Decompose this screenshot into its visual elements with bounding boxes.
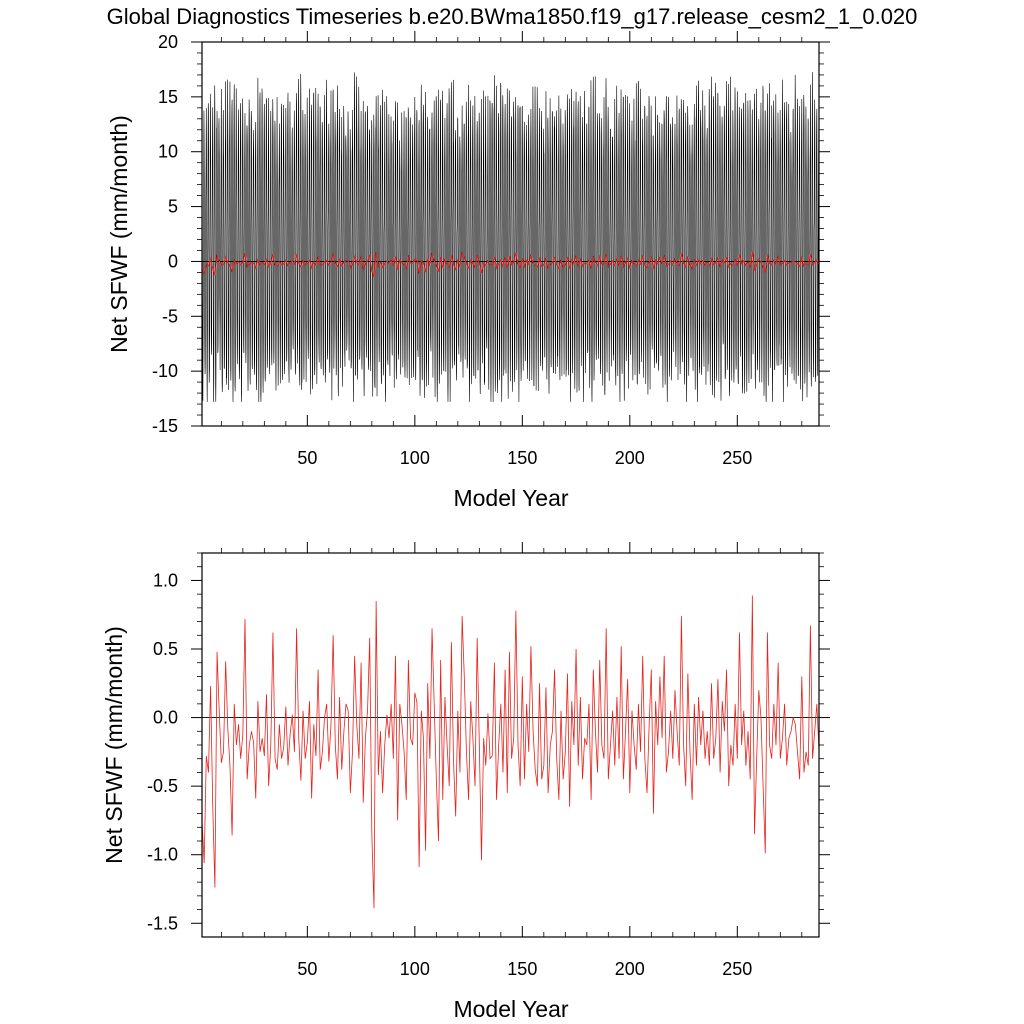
top-panel: 50 100 150 200 250 -15 -10 -5 0 5 10 15 20 Model Yea… [106,31,830,511]
bottom-annual-series-line [201,595,820,909]
top-panel-frame [201,41,820,427]
bottom-y-tick-label: 0.5 [153,639,178,659]
top-y-tick-label: -5 [162,306,178,326]
top-y-tick-label: 5 [168,197,178,217]
top-monthly-series-line [201,72,820,402]
top-y-tick-label: 0 [168,251,178,271]
top-y-tick-label: -15 [152,416,178,436]
top-y-tick-label: 10 [158,142,178,162]
bottom-y-tick-label: 1.0 [153,570,178,590]
bottom-x-tick-label: 100 [400,959,430,979]
bottom-x-tick-label: 150 [507,959,537,979]
bottom-y-tick-label: 0.0 [153,708,178,728]
bottom-y-tick-label: -1.5 [147,913,178,933]
top-x-tick-label: 100 [400,448,430,468]
top-x-tick-label: 250 [722,448,752,468]
top-y-axis-label: Net SFWF (mm/month) [106,115,132,353]
bottom-panel: 50 100 150 200 250 -1.5 -1.0 -0.5 0.0 0.5 1.0 Mode… [101,542,830,1022]
bottom-y-axis-label: Net SFWF (mm/month) [101,626,127,864]
bottom-x-tick-label: 250 [722,959,752,979]
top-x-tick-label: 200 [615,448,645,468]
top-x-tick-label: 50 [297,448,317,468]
bottom-x-axis-label: Model Year [453,996,568,1022]
top-annual-series-line [201,251,820,277]
top-x-axis-label: Model Year [453,485,568,511]
figure-title: Global Diagnostics Timeseries b.e20.BWma… [107,4,918,29]
top-x-tick-label: 150 [507,448,537,468]
bottom-y-tick-label: -1.0 [147,845,178,865]
top-y-tick-label: 15 [158,87,178,107]
bottom-x-tick-label: 200 [615,959,645,979]
bottom-x-tick-label: 50 [297,959,317,979]
top-y-tick-label: -10 [152,361,178,381]
top-y-tick-label: 20 [158,32,178,52]
bottom-y-tick-label: -0.5 [147,776,178,796]
